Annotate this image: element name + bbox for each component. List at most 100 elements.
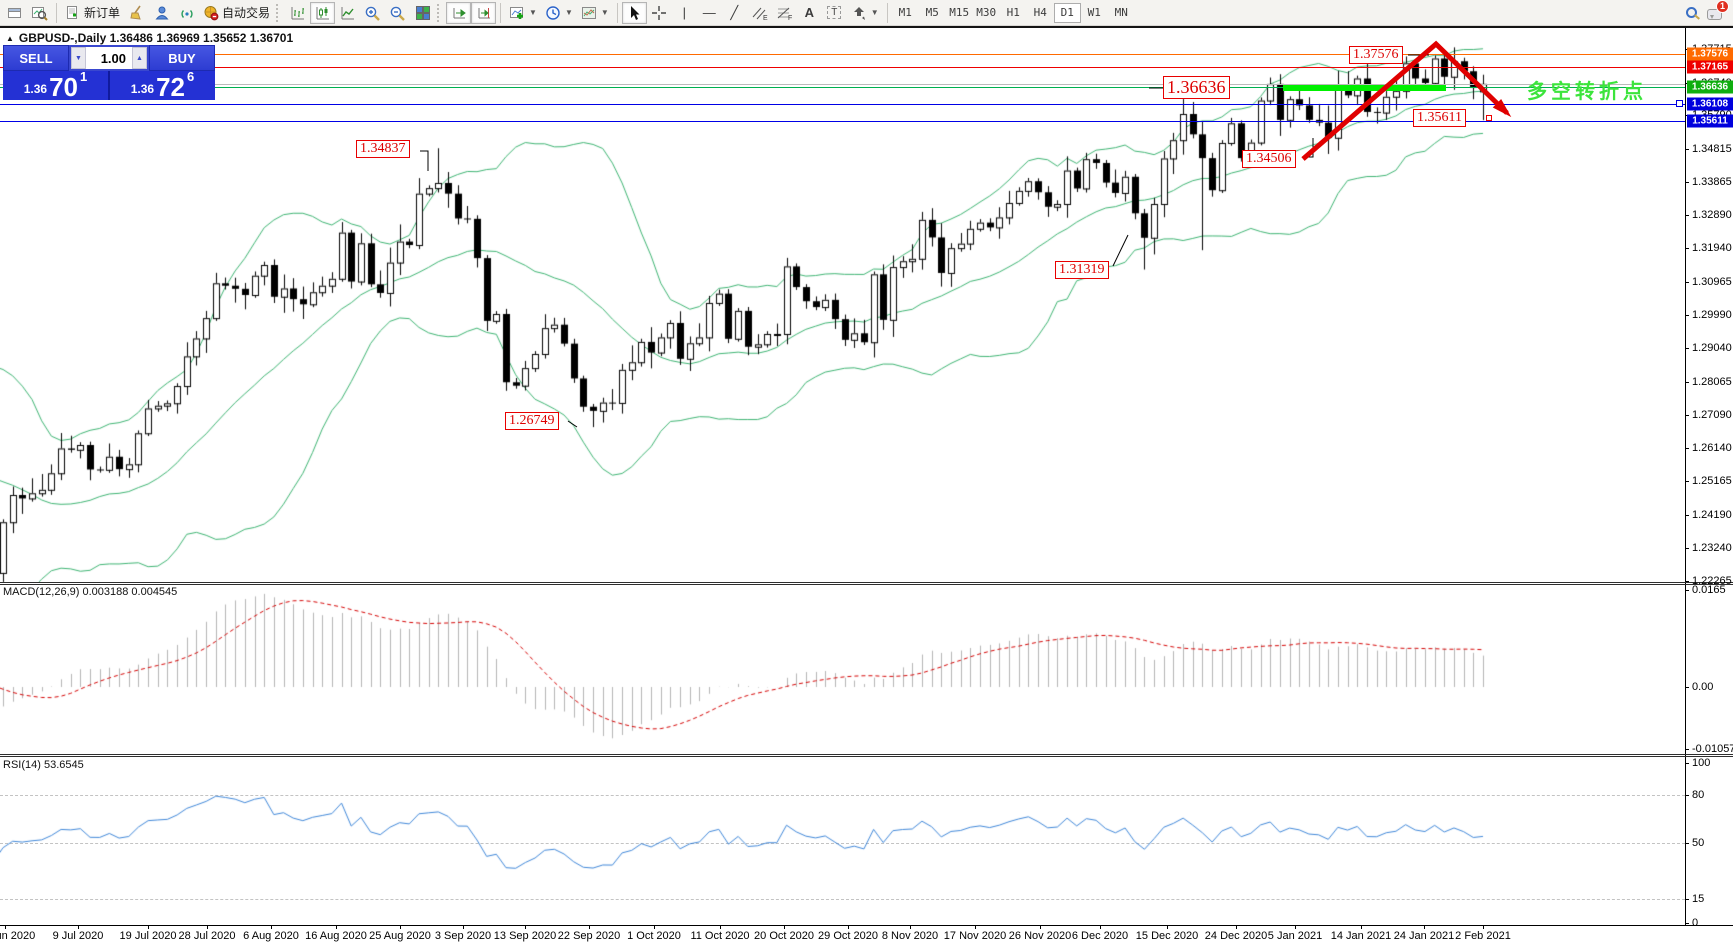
date-label: 14 Jan 2021 bbox=[1330, 930, 1392, 942]
timeframe-H1[interactable]: H1 bbox=[1006, 6, 1020, 19]
tile-windows-icon bbox=[415, 5, 430, 20]
volume-input[interactable]: 1.00 bbox=[100, 50, 126, 66]
text-tool-button[interactable]: A bbox=[797, 2, 822, 24]
buy-price[interactable]: 1.36 72 6 bbox=[110, 69, 215, 100]
horizontal-line[interactable] bbox=[0, 104, 1685, 105]
bar-chart-icon bbox=[291, 6, 304, 19]
delete-objects-button[interactable] bbox=[124, 2, 149, 24]
date-label: 30 Jun 2020 bbox=[0, 930, 36, 942]
timeframe-D1[interactable]: D1 bbox=[1053, 2, 1081, 23]
volume-up-button[interactable]: ▲ bbox=[132, 47, 147, 69]
cursor-icon bbox=[631, 5, 640, 20]
horizontal-line[interactable] bbox=[0, 121, 1685, 122]
timeframe-M5[interactable]: M5 bbox=[925, 6, 939, 19]
fibonacci-tool-button[interactable]: F bbox=[772, 2, 797, 24]
timeframe-M15[interactable]: M15 bbox=[949, 6, 970, 19]
timeframe-W1[interactable]: W1 bbox=[1087, 6, 1101, 19]
turning-point-annotation[interactable]: 多空转折点 bbox=[1527, 81, 1647, 103]
date-tick-mark bbox=[1424, 925, 1425, 929]
vertical-line-tool-button[interactable]: | bbox=[672, 2, 697, 24]
pane-separator[interactable] bbox=[0, 584, 1733, 585]
zoom-out-button[interactable] bbox=[385, 2, 410, 24]
price-callout[interactable]: 1.34506 bbox=[1242, 150, 1296, 169]
price-tick: 1.27090 bbox=[1692, 409, 1732, 421]
date-tick-mark bbox=[271, 925, 272, 929]
price-tick: 1.22265 bbox=[1692, 575, 1732, 587]
object-anchor-marker[interactable] bbox=[1486, 115, 1492, 121]
volume-down-button[interactable]: ▼ bbox=[71, 47, 86, 69]
notifications-button[interactable]: 1 bbox=[1707, 0, 1729, 20]
chart-menu-icon[interactable]: ▲ bbox=[6, 33, 14, 43]
bar-chart-button[interactable] bbox=[285, 2, 310, 24]
zoom-out-icon bbox=[390, 6, 405, 21]
new-order-button[interactable]: 新订单 bbox=[61, 2, 124, 24]
sell-button[interactable]: SELL bbox=[3, 45, 69, 71]
arrows-dropdown-caret[interactable]: ▼ bbox=[870, 8, 879, 17]
text-label-tool-button[interactable]: T bbox=[822, 2, 847, 24]
buy-button[interactable]: BUY bbox=[149, 45, 215, 71]
templates-dropdown-caret[interactable]: ▼ bbox=[600, 8, 609, 17]
trend-arrow-line[interactable] bbox=[1301, 40, 1509, 161]
price-callout[interactable]: 1.37576 bbox=[1349, 46, 1403, 65]
timeframe-MN[interactable]: MN bbox=[1114, 6, 1128, 19]
tile-windows-button[interactable] bbox=[410, 2, 435, 24]
horizontal-line[interactable] bbox=[0, 87, 1685, 88]
cursor-tool-button[interactable] bbox=[621, 1, 647, 24]
date-tick-mark bbox=[525, 925, 526, 929]
trend-arrow-head bbox=[1492, 98, 1512, 118]
date-tick-mark bbox=[1483, 925, 1484, 929]
channel-tool-button[interactable]: E bbox=[747, 2, 772, 24]
line-chart-button[interactable] bbox=[335, 2, 360, 24]
support-resistance-band[interactable] bbox=[1283, 85, 1446, 91]
indicators-button[interactable]: ▼ bbox=[505, 2, 541, 24]
search-icon[interactable] bbox=[1686, 7, 1697, 18]
templates-button[interactable]: ▼ bbox=[577, 2, 613, 24]
horizontal-line[interactable] bbox=[0, 84, 1685, 85]
timeframe-H4[interactable]: H4 bbox=[1033, 6, 1047, 19]
date-label: 20 Oct 2020 bbox=[754, 930, 814, 942]
price-tag: 1.37165 bbox=[1687, 60, 1733, 74]
macd-tick-mark bbox=[1685, 590, 1689, 591]
trendline-tool-button[interactable]: ╱ bbox=[722, 2, 747, 24]
sell-price[interactable]: 1.36 70 1 bbox=[3, 69, 108, 100]
svg-text:E: E bbox=[763, 15, 768, 21]
date-label: 1 Oct 2020 bbox=[627, 930, 681, 942]
price-callout[interactable]: 1.34837 bbox=[356, 140, 410, 159]
horizontal-line-tool-button[interactable]: — bbox=[697, 2, 722, 24]
indicators-dropdown-caret[interactable]: ▼ bbox=[529, 8, 537, 17]
object-anchor-marker[interactable] bbox=[1676, 100, 1683, 107]
pane-separator[interactable] bbox=[0, 582, 1733, 583]
date-tick-mark bbox=[463, 925, 464, 929]
chart-shift-button[interactable] bbox=[471, 1, 497, 24]
price-callout[interactable]: 1.36636 bbox=[1163, 76, 1230, 99]
accounts-button[interactable] bbox=[149, 2, 174, 24]
price-callout[interactable]: 1.31319 bbox=[1055, 261, 1109, 280]
date-tick-mark bbox=[589, 925, 590, 929]
signals-button[interactable] bbox=[174, 2, 199, 24]
chart-shift-icon bbox=[478, 7, 490, 18]
arrows-tool-button[interactable]: ▼ bbox=[847, 2, 883, 24]
crosshair-tool-button[interactable] bbox=[647, 2, 672, 24]
horizontal-line[interactable] bbox=[0, 54, 1685, 55]
chart-title-row: ▲ GBPUSD-,Daily 1.36486 1.36969 1.35652 … bbox=[6, 31, 293, 45]
auto-scroll-button[interactable] bbox=[446, 1, 472, 24]
autotrade-button[interactable]: 自动交易 bbox=[199, 2, 274, 24]
periods-button[interactable]: ▼ bbox=[541, 2, 577, 24]
pane-separator[interactable] bbox=[0, 756, 1733, 757]
price-tick-mark bbox=[1685, 248, 1689, 249]
periods-dropdown-caret[interactable]: ▼ bbox=[564, 8, 573, 17]
price-tick-mark bbox=[1685, 481, 1689, 482]
candlestick-chart-button[interactable] bbox=[310, 1, 336, 24]
profiles-button[interactable] bbox=[27, 2, 52, 24]
zoom-in-button[interactable] bbox=[360, 2, 385, 24]
price-callout[interactable]: 1.35611 bbox=[1413, 109, 1466, 128]
new-window-button[interactable] bbox=[2, 2, 27, 24]
horizontal-line[interactable] bbox=[0, 67, 1685, 68]
rsi-tick: 0 bbox=[1692, 917, 1699, 929]
pane-separator[interactable] bbox=[0, 754, 1733, 755]
timeframe-M1[interactable]: M1 bbox=[898, 6, 912, 19]
timeframe-M30[interactable]: M30 bbox=[976, 6, 997, 19]
price-callout[interactable]: 1.26749 bbox=[505, 412, 559, 431]
